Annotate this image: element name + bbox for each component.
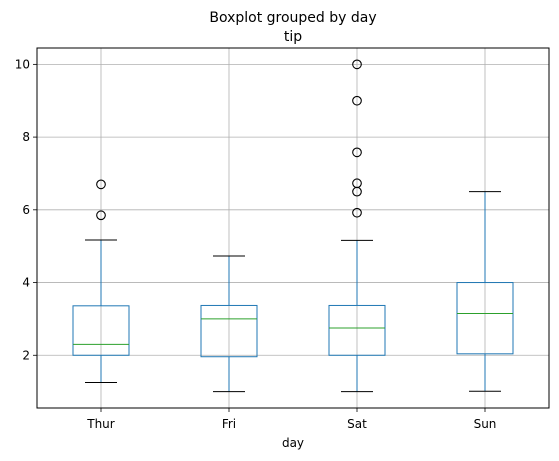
x-tick-label: Thur	[86, 417, 115, 431]
outlier-point	[96, 179, 106, 190]
plot-frame	[36, 47, 550, 409]
y-tick-label: 4	[22, 276, 30, 290]
x-tick-label: Sat	[347, 417, 367, 431]
outlier-point	[96, 210, 106, 221]
x-tick-label: Sun	[474, 417, 497, 431]
x-axis-label: day	[282, 436, 304, 450]
y-tick-label: 6	[22, 203, 30, 217]
boxes	[72, 59, 514, 393]
iqr-box	[200, 304, 258, 358]
outlier-point	[352, 147, 362, 158]
y-tick-label: 8	[22, 130, 30, 144]
chart-title: Boxplot grouped by day	[209, 10, 376, 26]
outlier-point	[352, 207, 362, 218]
y-tick-label: 2	[22, 348, 30, 362]
y-tick-label: 10	[15, 57, 30, 71]
iqr-box	[72, 305, 130, 356]
axis-ticks: 2 4 6 8 10 Thur Fri Sat Sun	[15, 57, 497, 431]
chart-subtitle: tip	[284, 29, 302, 45]
outlier-point	[352, 59, 362, 70]
iqr-box	[328, 304, 386, 356]
outlier-point	[352, 95, 362, 106]
iqr-box	[456, 282, 514, 355]
outlier-point	[352, 178, 362, 189]
x-tick-label: Fri	[222, 417, 236, 431]
